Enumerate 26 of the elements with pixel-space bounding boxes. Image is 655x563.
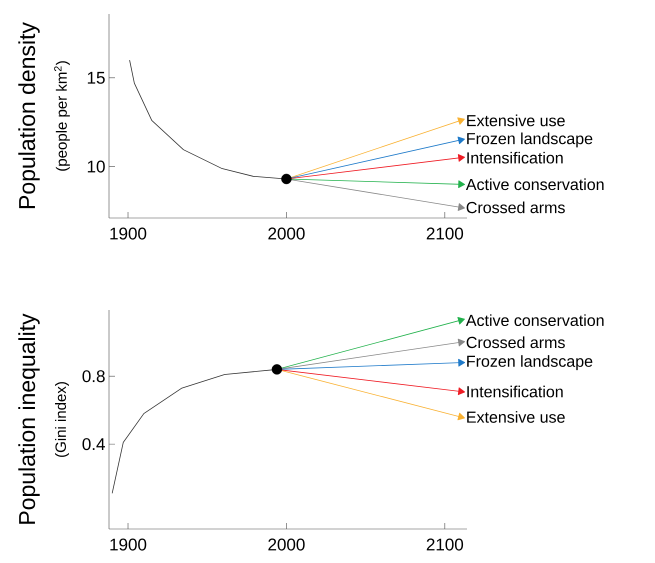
y-tick-label: 10 [88, 160, 105, 173]
series-label: Crossed arms [466, 336, 565, 348]
series-label: Frozen landscape [467, 132, 592, 148]
series-label: Intensification [467, 386, 563, 398]
y-axis-title: Population density [18, 22, 40, 208]
y-tick-label: 0.4 [82, 438, 105, 450]
series-label: Frozen landscape [467, 355, 592, 370]
series-label: Extensive use [467, 114, 565, 126]
series-label: Crossed arms [466, 201, 565, 214]
x-tick-label: 1900 [110, 538, 146, 551]
x-tick-label: 1900 [110, 228, 146, 240]
y-axis-title: Population inequality [18, 313, 40, 524]
y-tick-label: 0.8 [82, 370, 105, 382]
point [281, 174, 292, 184]
x-tick-label: 2000 [268, 538, 305, 551]
x-tick-label: 2000 [268, 228, 305, 240]
x-tick-label: 2100 [426, 228, 464, 240]
series-label: Active conservation [466, 178, 604, 190]
point [272, 364, 282, 375]
y-tick-label: 15 [88, 72, 105, 84]
series-label: Intensification [467, 152, 563, 164]
series-label: Active conservation [466, 314, 604, 326]
x-tick-label: 2100 [426, 538, 464, 551]
text: (people per km$^{2}$) [54, 61, 70, 171]
text: (Gini index) [55, 382, 69, 457]
series-label: Extensive use [467, 411, 565, 423]
